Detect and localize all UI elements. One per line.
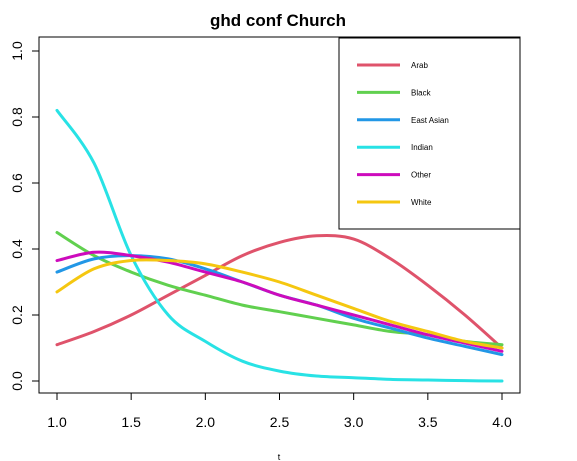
y-tick-label: 0.2 <box>9 305 25 325</box>
series-line-arab <box>55 234 504 350</box>
series-line-indian <box>55 108 504 383</box>
legend-label: Arab <box>411 61 428 70</box>
x-tick-label: 2.0 <box>196 414 216 430</box>
chart-title: ghd conf Church <box>210 11 346 30</box>
legend: Arab Black East Asian Indian Other White <box>338 37 521 230</box>
x-tick-label: 1.0 <box>47 414 67 430</box>
legend-label: East Asian <box>411 116 449 125</box>
legend-label: Indian <box>411 143 433 152</box>
y-tick-label: 0.4 <box>9 239 25 259</box>
x-tick-label: 1.5 <box>121 414 141 430</box>
y-tick-label: 1.0 <box>9 41 25 61</box>
y-tick-label: 0.8 <box>9 107 25 127</box>
x-tick-label: 3.0 <box>344 414 364 430</box>
y-tick-label: 0.6 <box>9 173 25 193</box>
legend-box <box>338 37 521 230</box>
legend-label: White <box>411 198 432 207</box>
x-axis: 1.0 1.5 2.0 2.5 3.0 3.5 4.0 <box>47 392 512 430</box>
x-axis-label: t <box>278 452 281 461</box>
y-tick-label: 0.0 <box>9 371 25 391</box>
series-lines <box>55 108 504 383</box>
y-axis: 0.0 0.2 0.4 0.6 0.8 1.0 <box>9 41 40 391</box>
series-line-other <box>55 250 504 353</box>
x-tick-label: 2.5 <box>270 414 290 430</box>
series-line-black <box>55 231 504 347</box>
legend-label: Black <box>411 88 432 97</box>
legend-label: Other <box>411 171 431 180</box>
x-tick-label: 3.5 <box>418 414 438 430</box>
series-line-white <box>55 258 504 350</box>
x-tick-label: 4.0 <box>492 414 512 430</box>
